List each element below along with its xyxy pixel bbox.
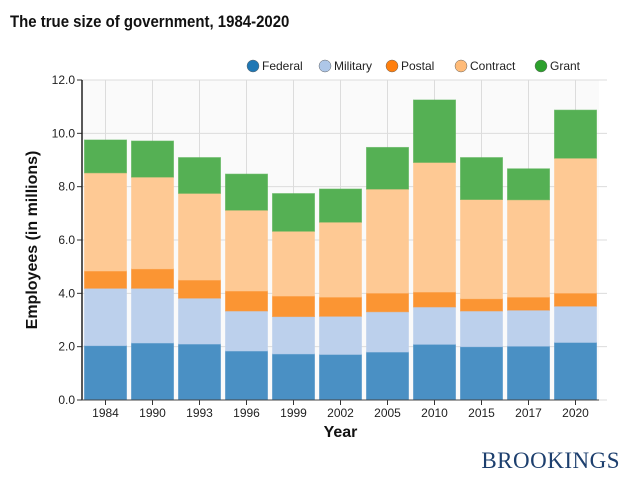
bar-military-2002 (319, 315, 362, 355)
x-axis-label: Year (324, 424, 358, 441)
y-tick-label: 10.0 (52, 126, 76, 140)
x-tick-label: 2017 (515, 406, 542, 420)
bar-postal-2015 (460, 298, 503, 312)
bar-grant-1996 (225, 173, 268, 211)
bar-federal-2015 (460, 346, 503, 401)
bar-grant-2015 (460, 157, 503, 200)
y-tick-label: 0.0 (58, 393, 75, 407)
bar-grant-2017 (507, 168, 550, 201)
y-tick-label: 4.0 (58, 286, 75, 300)
bar-postal-2017 (507, 296, 550, 311)
bar-military-2015 (460, 310, 503, 348)
x-tick-label: 1993 (186, 406, 213, 420)
bar-grant-2010 (413, 99, 456, 163)
x-tick-label: 1984 (92, 406, 119, 420)
bar-federal-2010 (413, 343, 456, 401)
bar-federal-1993 (178, 343, 221, 401)
brookings-logo: BROOKINGS (481, 448, 620, 473)
bar-federal-1999 (272, 353, 315, 401)
bar-contract-2002 (319, 221, 362, 298)
bar-military-2010 (413, 306, 456, 345)
x-tick-label: 2020 (562, 406, 589, 420)
bar-postal-2010 (413, 291, 456, 308)
bar-federal-2017 (507, 345, 550, 401)
x-tick-label: 2015 (468, 406, 495, 420)
bar-postal-1990 (131, 268, 174, 289)
bar-military-1999 (272, 316, 315, 355)
bar-military-1984 (84, 287, 127, 347)
legend-label-contract: Contract (470, 59, 516, 73)
bar-contract-1993 (178, 192, 221, 281)
bar-military-1996 (225, 310, 268, 352)
bar-military-1990 (131, 287, 174, 344)
legend-label-military: Military (334, 59, 372, 73)
bar-federal-2005 (366, 351, 409, 401)
y-tick-label: 8.0 (58, 180, 75, 194)
x-tick-label: 1996 (233, 406, 260, 420)
bar-grant-2020 (554, 109, 597, 159)
bar-military-2005 (366, 311, 409, 353)
bar-postal-1984 (84, 270, 127, 289)
bar-military-2017 (507, 309, 550, 347)
bar-grant-1999 (272, 193, 315, 232)
bar-grant-1984 (84, 139, 127, 174)
x-tick-label: 1999 (280, 406, 307, 420)
legend-label-postal: Postal (401, 59, 434, 73)
bar-military-2020 (554, 305, 597, 343)
bar-grant-2002 (319, 188, 362, 223)
legend-swatch-federal (246, 59, 260, 73)
y-tick-label: 2.0 (58, 340, 75, 354)
y-tick-label: 6.0 (58, 233, 75, 247)
bar-contract-2017 (507, 199, 550, 298)
bar-contract-1999 (272, 230, 315, 297)
bar-federal-2020 (554, 341, 597, 401)
bar-contract-2020 (554, 157, 597, 294)
bar-contract-1984 (84, 172, 127, 272)
y-axis-label: Employees (in millions) (24, 151, 41, 330)
bar-contract-1990 (131, 176, 174, 270)
bar-postal-1996 (225, 290, 268, 312)
bar-military-1993 (178, 297, 221, 345)
bar-contract-2010 (413, 161, 456, 293)
bar-federal-2002 (319, 353, 362, 401)
legend-swatch-postal (385, 59, 399, 73)
legend-label-grant: Grant (550, 59, 581, 73)
bar-postal-2002 (319, 296, 362, 317)
bar-grant-1993 (178, 157, 221, 194)
bar-federal-1984 (84, 345, 127, 401)
x-tick-label: 2010 (421, 406, 448, 420)
bar-grant-2005 (366, 146, 409, 190)
bar-postal-1999 (272, 295, 315, 318)
legend-label-federal: Federal (262, 59, 303, 73)
legend-swatch-military (318, 59, 332, 73)
bar-contract-2015 (460, 198, 503, 300)
bar-grant-1990 (131, 140, 174, 178)
bar-postal-1993 (178, 279, 221, 299)
bar-postal-2020 (554, 292, 597, 307)
bar-contract-2005 (366, 188, 409, 294)
x-tick-label: 2002 (327, 406, 354, 420)
x-tick-label: 1990 (139, 406, 166, 420)
bar-federal-1990 (131, 342, 174, 401)
y-tick-label: 12.0 (52, 73, 76, 87)
chart-title: The true size of government, 1984-2020 (10, 12, 290, 31)
bar-contract-1996 (225, 209, 268, 292)
bar-federal-1996 (225, 350, 268, 401)
bar-postal-2005 (366, 292, 409, 313)
legend-swatch-grant (534, 59, 548, 73)
legend-swatch-contract (454, 59, 468, 73)
x-tick-label: 2005 (374, 406, 401, 420)
